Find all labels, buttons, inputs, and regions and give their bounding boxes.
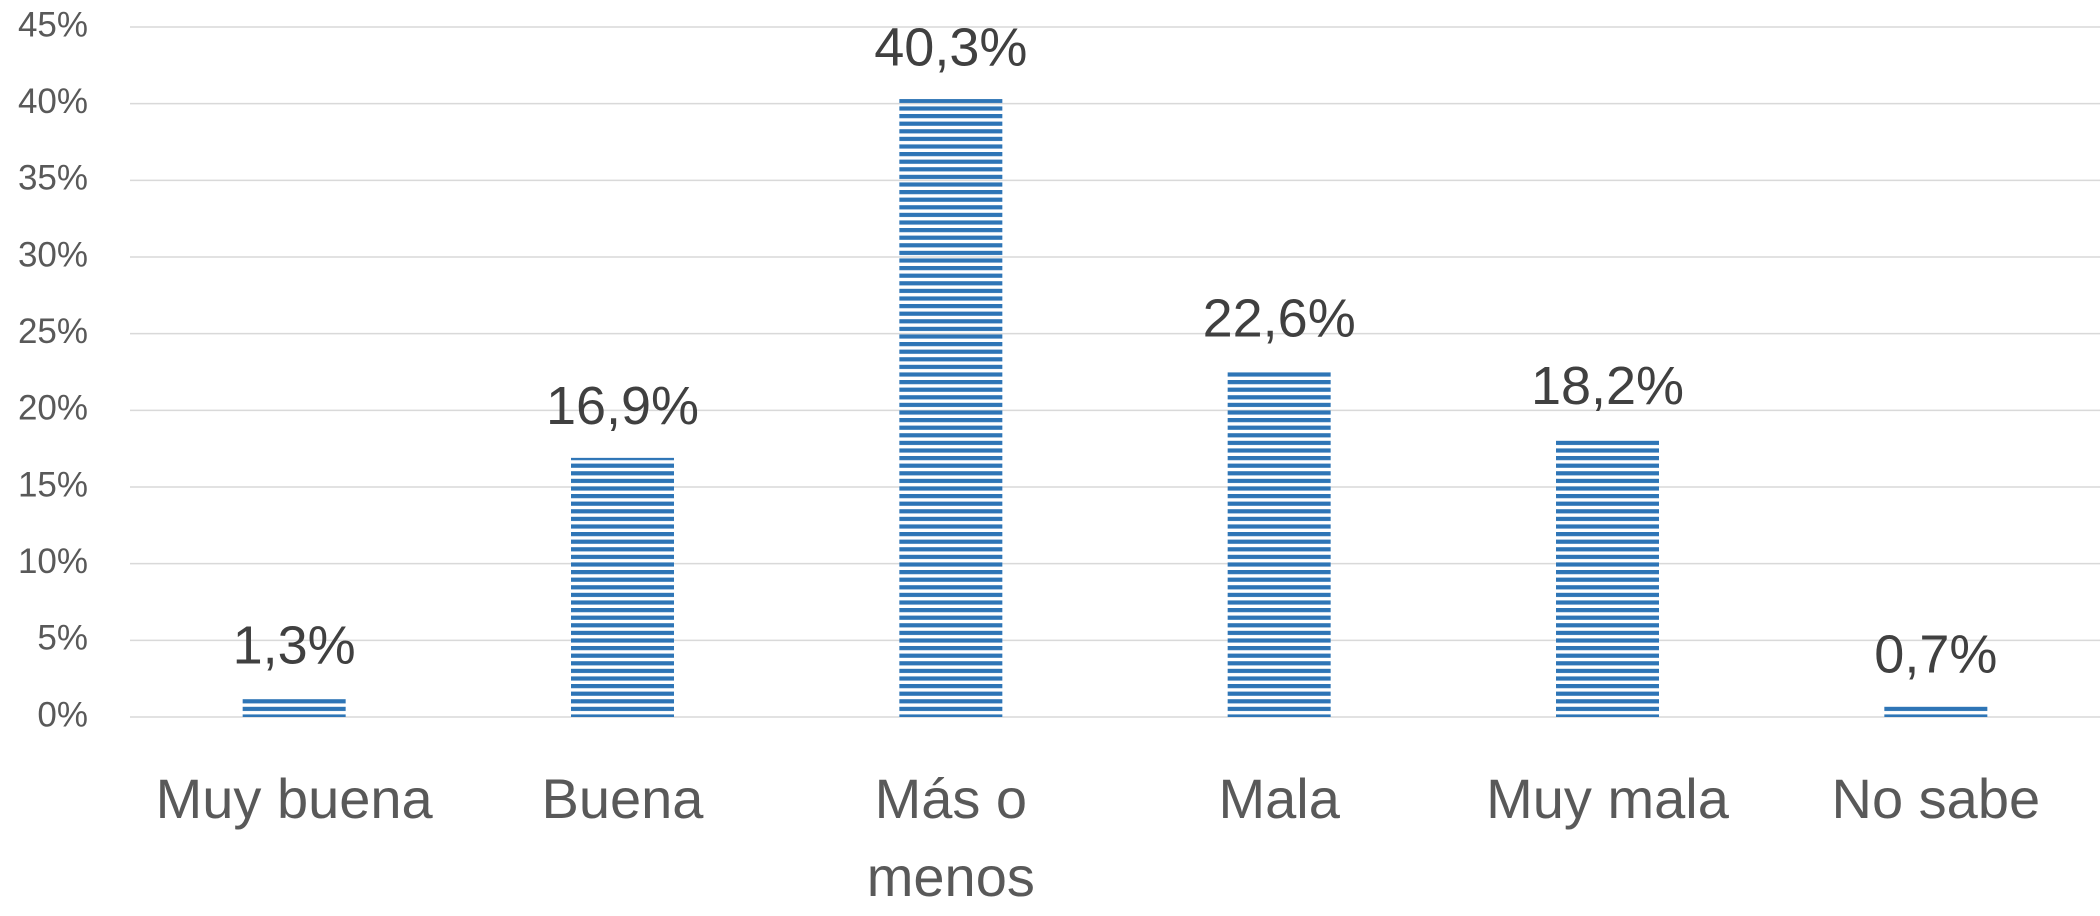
data-label: 16,9% [546, 376, 699, 436]
data-label: 18,2% [1531, 356, 1684, 416]
y-tick-label: 30% [18, 235, 88, 274]
bar [242, 697, 346, 717]
data-label: 40,3% [874, 17, 1027, 77]
x-tick-label: Más o menos [866, 767, 1035, 908]
bar [1556, 437, 1659, 717]
y-tick-label: 35% [18, 159, 88, 198]
data-label: 22,6% [1203, 289, 1356, 349]
bar [1227, 370, 1331, 717]
y-tick-label: 0% [37, 695, 88, 734]
y-tick-label: 10% [18, 542, 88, 581]
bar [899, 99, 1003, 718]
x-tick-label: Muy buena [155, 767, 433, 830]
y-tick-label: 45% [18, 5, 88, 44]
y-tick-label: 15% [18, 465, 88, 504]
y-tick-label: 40% [18, 82, 88, 121]
bar [571, 457, 674, 717]
y-tick-label: 5% [37, 619, 88, 658]
x-tick-label: Mala [1218, 767, 1340, 830]
y-tick-label: 25% [18, 312, 88, 351]
x-tick-label: Muy mala [1486, 767, 1729, 830]
bar [1884, 706, 1988, 717]
data-label: 0,7% [1874, 625, 1997, 685]
x-tick-label: No sabe [1831, 767, 2041, 830]
y-tick-label: 20% [18, 389, 88, 428]
data-label: 1,3% [233, 615, 356, 675]
x-tick-label: Buena [541, 767, 704, 830]
